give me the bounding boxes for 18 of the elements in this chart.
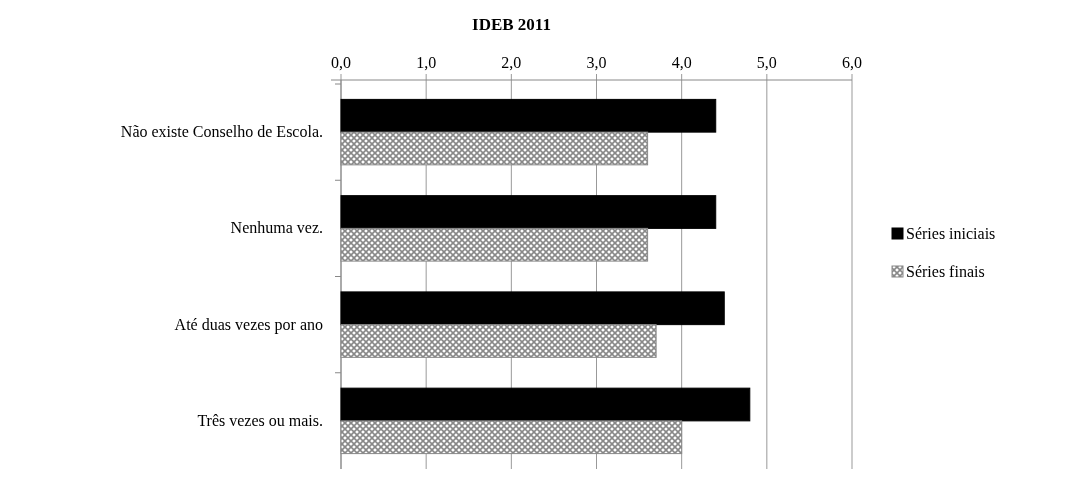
y-tick-label: Nenhuma vez. (230, 219, 323, 237)
bar (340, 195, 717, 229)
y-tick-label: Até duas vezes por ano (174, 315, 323, 334)
y-tick-label: Três vezes ou mais. (197, 411, 323, 429)
x-tick-label: 1,0 (416, 54, 437, 71)
x-tick-label: 4,0 (671, 54, 692, 71)
x-tick-label: 0,0 (331, 54, 351, 71)
y-tick-label: Não existe Conselho de Escola. (120, 123, 323, 141)
x-tick-label: 6,0 (842, 54, 862, 71)
bar (340, 291, 725, 326)
x-tick-label: 3,0 (586, 54, 607, 71)
x-tick-label: 2,0 (501, 54, 522, 71)
chart-title: IDEB 2011 (472, 15, 551, 34)
bar (340, 387, 751, 422)
legend-label: Séries finais (906, 263, 985, 280)
legend-label: Séries iniciais (906, 225, 996, 242)
bar (340, 98, 717, 133)
x-tick-label: 5,0 (756, 54, 777, 71)
